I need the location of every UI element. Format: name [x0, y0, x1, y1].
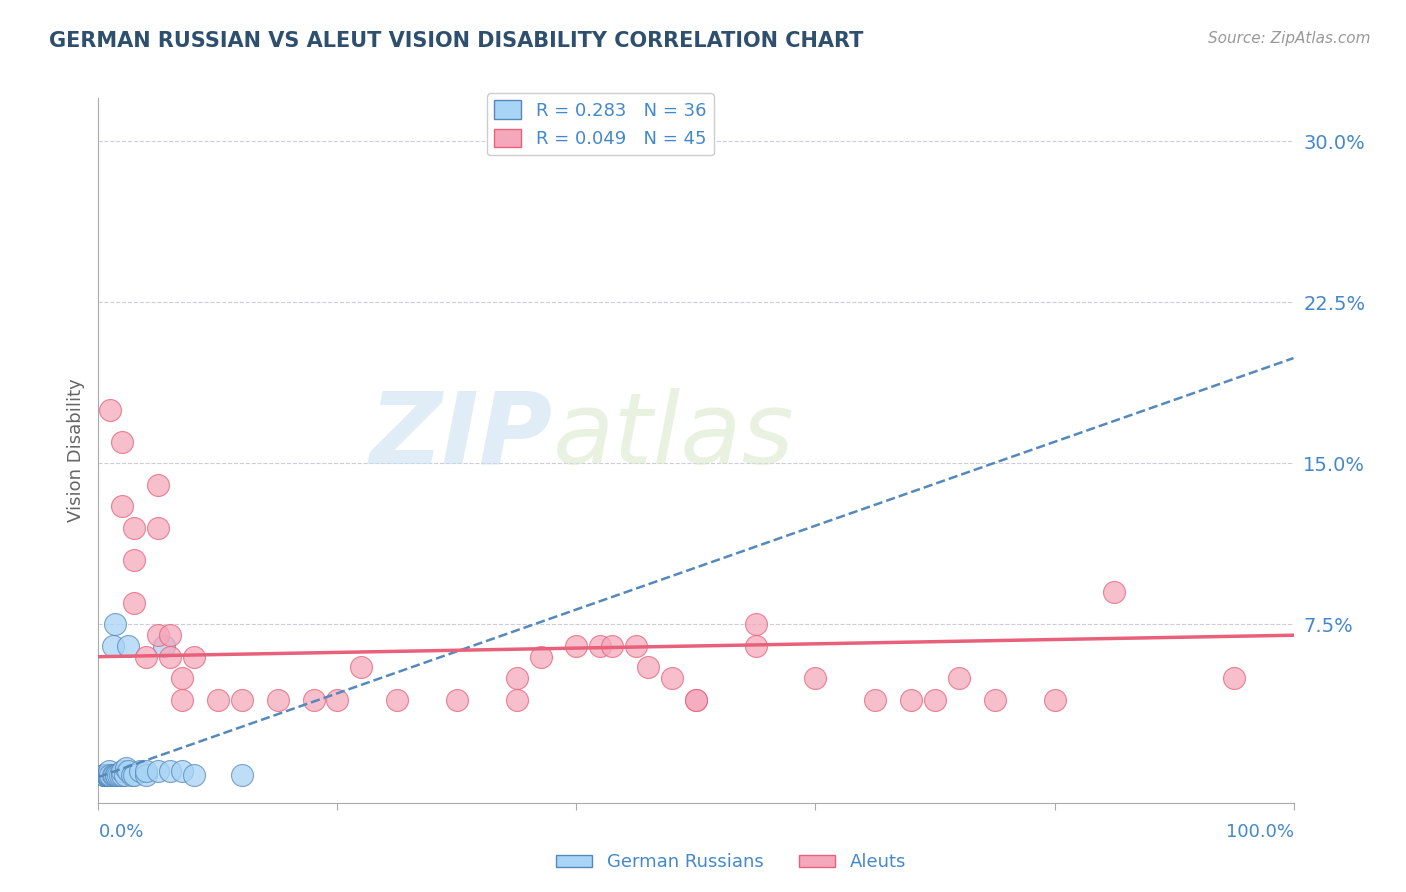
Point	[96, 768, 118, 782]
Point	[159, 649, 181, 664]
Point	[111, 434, 134, 449]
Point	[104, 617, 127, 632]
Point	[302, 692, 325, 706]
Legend: German Russians, Aleuts: German Russians, Aleuts	[548, 847, 914, 879]
Point	[93, 768, 115, 782]
Point	[231, 692, 253, 706]
Point	[267, 692, 290, 706]
Point	[948, 671, 970, 685]
Point	[111, 768, 134, 782]
Point	[111, 764, 134, 778]
Point	[108, 768, 131, 782]
Point	[135, 649, 157, 664]
Point	[172, 764, 194, 778]
Point	[98, 402, 122, 417]
Point	[107, 768, 129, 782]
Point	[350, 660, 373, 674]
Point	[685, 692, 707, 706]
Point	[98, 768, 122, 782]
Point	[124, 596, 146, 610]
Point	[183, 768, 205, 782]
Point	[111, 500, 134, 514]
Point	[148, 764, 170, 778]
Point	[446, 692, 468, 706]
Point	[135, 764, 157, 778]
Point	[385, 692, 409, 706]
Point	[117, 764, 139, 778]
Point	[148, 521, 170, 535]
Point	[685, 692, 707, 706]
Point	[602, 639, 624, 653]
Point	[93, 768, 115, 782]
Point	[124, 521, 146, 535]
Point	[97, 768, 120, 782]
Point	[924, 692, 946, 706]
Point	[637, 660, 659, 674]
Point	[97, 768, 120, 782]
Point	[804, 671, 827, 685]
Point	[207, 692, 229, 706]
Point	[124, 768, 146, 782]
Text: ZIP: ZIP	[370, 388, 553, 485]
Text: 0.0%: 0.0%	[98, 822, 143, 840]
Point	[661, 671, 683, 685]
Point	[326, 692, 349, 706]
Point	[153, 639, 176, 653]
Text: GERMAN RUSSIAN VS ALEUT VISION DISABILITY CORRELATION CHART: GERMAN RUSSIAN VS ALEUT VISION DISABILIT…	[49, 31, 863, 51]
Point	[96, 768, 118, 782]
Point	[506, 671, 529, 685]
Point	[1223, 671, 1246, 685]
Point	[159, 628, 181, 642]
Point	[121, 768, 143, 782]
Point	[114, 768, 136, 782]
Point	[103, 768, 125, 782]
Point	[117, 639, 139, 653]
Point	[135, 768, 157, 782]
Y-axis label: Vision Disability: Vision Disability	[66, 378, 84, 523]
Point	[1043, 692, 1066, 706]
Point	[865, 692, 887, 706]
Point	[101, 639, 124, 653]
Point	[745, 639, 768, 653]
Point	[984, 692, 1007, 706]
Point	[183, 649, 205, 664]
Point	[105, 768, 128, 782]
Legend: R = 0.283   N = 36, R = 0.049   N = 45: R = 0.283 N = 36, R = 0.049 N = 45	[486, 93, 714, 155]
Point	[148, 628, 170, 642]
Point	[115, 761, 138, 775]
Point	[93, 768, 115, 782]
Point	[96, 768, 118, 782]
Point	[98, 768, 121, 782]
Point	[105, 768, 128, 782]
Point	[129, 764, 152, 778]
Text: 100.0%: 100.0%	[1226, 822, 1294, 840]
Text: Source: ZipAtlas.com: Source: ZipAtlas.com	[1208, 31, 1371, 46]
Point	[172, 671, 194, 685]
Point	[530, 649, 553, 664]
Point	[98, 764, 121, 778]
Point	[745, 617, 768, 632]
Point	[148, 478, 170, 492]
Point	[159, 764, 181, 778]
Text: atlas: atlas	[553, 388, 794, 485]
Point	[589, 639, 612, 653]
Point	[506, 692, 529, 706]
Point	[172, 692, 194, 706]
Point	[626, 639, 648, 653]
Point	[565, 639, 588, 653]
Point	[231, 768, 253, 782]
Point	[101, 768, 124, 782]
Point	[124, 553, 146, 567]
Point	[1104, 585, 1126, 599]
Point	[900, 692, 922, 706]
